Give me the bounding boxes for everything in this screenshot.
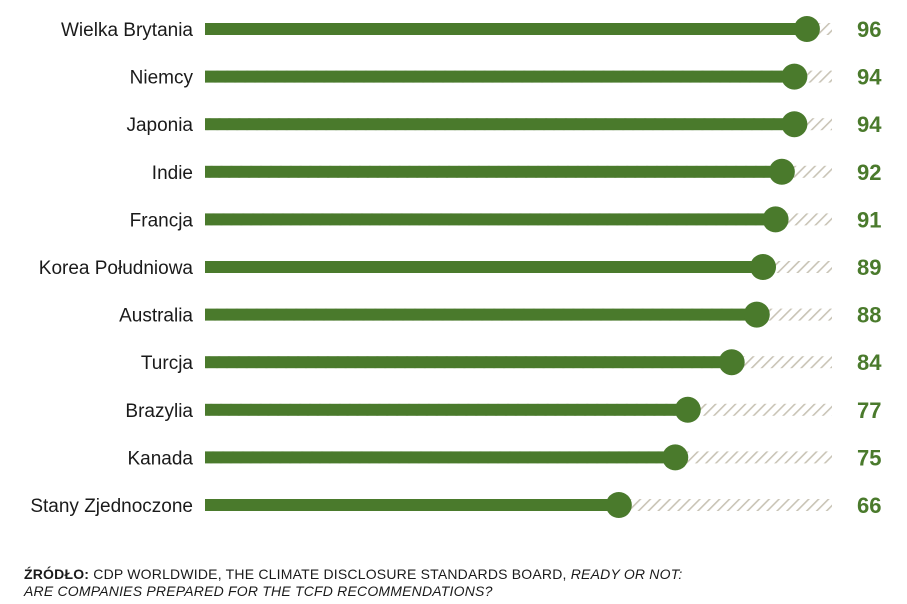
value-label: 77 bbox=[857, 398, 881, 423]
category-label: Japonia bbox=[126, 115, 193, 136]
bar-end-dot bbox=[674, 396, 701, 423]
category-label: Korea Południowa bbox=[39, 258, 194, 279]
category-label: Kanada bbox=[127, 448, 193, 469]
bar-end-dot bbox=[743, 301, 770, 328]
bar-end-dot bbox=[605, 492, 632, 518]
chart-row: Niemcy 94 bbox=[130, 63, 882, 90]
chart-row: Japonia 94 bbox=[126, 111, 882, 138]
bar-end-dot bbox=[750, 254, 777, 280]
bar-end-dot bbox=[793, 16, 820, 42]
chart-row: Australia 88 bbox=[119, 301, 881, 328]
bar bbox=[205, 261, 764, 273]
bar bbox=[205, 118, 795, 131]
chart-row: Wielka Brytania 96 bbox=[61, 16, 881, 42]
bar bbox=[205, 356, 732, 369]
bar bbox=[205, 165, 782, 178]
source-note: ŹRÓDŁO: CDP WORLDWIDE, THE CLIMATE DISCL… bbox=[24, 566, 884, 600]
category-label: Niemcy bbox=[130, 68, 194, 89]
bar-end-dot bbox=[781, 111, 808, 138]
category-label: Brazylia bbox=[125, 401, 193, 422]
category-label: Australia bbox=[119, 306, 193, 327]
bar-end-dot bbox=[718, 349, 745, 376]
chart-row: Francja 91 bbox=[130, 206, 881, 233]
category-label: Stany Zjednoczone bbox=[30, 496, 193, 517]
bar bbox=[205, 308, 757, 321]
value-label: 88 bbox=[857, 303, 881, 328]
value-label: 75 bbox=[857, 445, 881, 470]
value-label: 89 bbox=[857, 255, 881, 280]
bar bbox=[205, 213, 776, 226]
source-label: ŹRÓDŁO: bbox=[24, 566, 90, 582]
category-label: Indie bbox=[152, 163, 193, 184]
value-label: 92 bbox=[857, 160, 881, 185]
chart-row: Korea Południowa 89 bbox=[39, 254, 881, 280]
value-label: 94 bbox=[857, 65, 882, 90]
bar bbox=[205, 70, 795, 83]
lollipop-chart: Wielka Brytania 96 Niemcy 94 Japonia 94 Indie 9… bbox=[30, 16, 882, 518]
source-title-line2: ARE COMPANIES PREPARED FOR THE TCFD RECO… bbox=[24, 583, 493, 599]
bar bbox=[205, 403, 688, 416]
category-label: Francja bbox=[130, 210, 194, 231]
value-label: 84 bbox=[857, 350, 882, 375]
value-label: 91 bbox=[857, 207, 881, 232]
source-text: CDP WORLDWIDE, THE CLIMATE DISCLOSURE ST… bbox=[93, 566, 567, 582]
source-title-line1: READY OR NOT: bbox=[570, 566, 683, 582]
bar bbox=[205, 451, 676, 464]
value-label: 66 bbox=[857, 493, 881, 518]
chart-row: Stany Zjednoczone 66 bbox=[30, 492, 881, 518]
bar bbox=[205, 23, 807, 35]
value-label: 94 bbox=[857, 112, 882, 137]
bar-end-dot bbox=[762, 206, 789, 233]
bar-end-dot bbox=[768, 158, 795, 185]
category-label: Wielka Brytania bbox=[61, 20, 193, 41]
value-label: 96 bbox=[857, 17, 881, 42]
chart-row: Brazylia 77 bbox=[125, 396, 881, 423]
chart-row: Turcja 84 bbox=[141, 349, 882, 376]
bar-end-dot bbox=[662, 444, 689, 471]
chart-row: Indie 92 bbox=[152, 158, 881, 185]
bar-end-dot bbox=[781, 63, 808, 90]
bar bbox=[205, 499, 619, 511]
chart-row: Kanada 75 bbox=[127, 444, 881, 471]
category-label: Turcja bbox=[141, 353, 194, 374]
